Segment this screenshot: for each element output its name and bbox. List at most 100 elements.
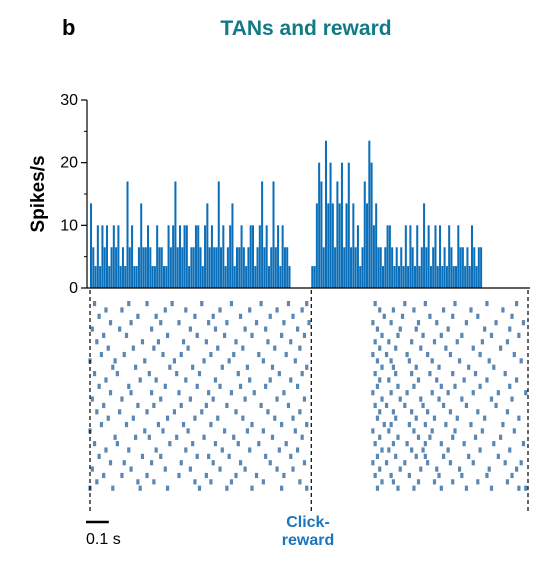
- histogram-bar: [418, 266, 421, 288]
- raster-spike: [115, 441, 119, 447]
- histogram-bar: [131, 225, 134, 288]
- y-tick-label: 10: [60, 217, 78, 234]
- raster-spike: [172, 409, 177, 415]
- raster-spike: [489, 396, 494, 402]
- raster-spike: [268, 313, 272, 319]
- histogram-bar: [425, 247, 428, 288]
- histogram-bar: [215, 247, 218, 288]
- raster-spike: [512, 428, 516, 434]
- raster-spike: [218, 307, 222, 313]
- raster-spike: [261, 358, 265, 364]
- y-tick-label: 20: [60, 155, 78, 172]
- raster-spike: [277, 447, 281, 453]
- histogram-bar: [427, 225, 430, 288]
- raster-spike: [302, 332, 307, 338]
- raster-spike: [403, 301, 407, 307]
- raster-spike: [380, 447, 384, 453]
- raster-spike: [380, 364, 384, 370]
- raster-spike: [464, 320, 469, 326]
- raster-spike: [102, 332, 106, 338]
- raster-spike: [154, 377, 158, 383]
- raster-spike: [485, 472, 489, 479]
- raster-spike: [268, 377, 272, 383]
- raster-spike: [179, 460, 183, 466]
- raster-spike: [163, 466, 167, 472]
- raster-spike: [505, 479, 510, 485]
- histogram-bar: [439, 225, 442, 288]
- raster-spike: [179, 402, 183, 409]
- raster-spike: [394, 371, 398, 377]
- histogram-bar: [281, 225, 284, 288]
- histogram-bar: [220, 247, 223, 288]
- raster-spike: [524, 390, 528, 396]
- raster-spike: [220, 364, 224, 370]
- raster-spike: [501, 307, 505, 313]
- raster-spike: [295, 326, 300, 332]
- raster-spike: [131, 415, 135, 421]
- histogram-bar: [477, 247, 480, 288]
- raster-spike: [453, 383, 457, 389]
- raster-spike: [421, 402, 425, 409]
- histogram-bar: [204, 225, 207, 288]
- raster-spike: [441, 453, 446, 459]
- raster-spike: [510, 472, 514, 479]
- raster-spike: [471, 390, 475, 396]
- histogram-bar: [445, 266, 448, 288]
- raster-spike: [476, 313, 480, 319]
- raster-spike: [435, 466, 439, 472]
- raster-spike: [476, 479, 480, 485]
- raster-spike: [268, 460, 272, 466]
- raster-spike: [222, 332, 227, 338]
- histogram-bar: [352, 203, 355, 288]
- histogram-bar: [375, 203, 378, 288]
- raster-spike: [284, 351, 288, 358]
- raster-spike: [127, 301, 131, 307]
- histogram-bar: [158, 247, 161, 288]
- histogram-bar: [226, 247, 229, 288]
- raster-spike: [243, 466, 247, 472]
- raster-spike: [138, 377, 142, 383]
- raster-spike: [159, 453, 163, 459]
- raster-spike: [273, 415, 277, 421]
- raster-spike: [161, 351, 165, 358]
- histogram-bar: [356, 225, 359, 288]
- raster-spike: [236, 371, 240, 377]
- raster-spike: [451, 371, 455, 377]
- raster-spike: [378, 377, 382, 383]
- histogram-bar: [397, 266, 400, 288]
- raster-spike: [302, 396, 307, 402]
- raster-spike: [451, 313, 455, 319]
- raster-spike: [216, 415, 220, 421]
- histogram-bar: [249, 225, 252, 288]
- raster-spike: [416, 479, 421, 485]
- raster-spike: [469, 421, 473, 428]
- raster-spike: [505, 409, 510, 415]
- raster-spike: [300, 371, 304, 377]
- histogram-bar: [92, 247, 95, 288]
- raster-spike: [295, 383, 300, 389]
- raster-spike: [181, 339, 186, 345]
- raster-spike: [428, 313, 432, 319]
- raster-spike: [175, 371, 179, 377]
- raster-spike: [371, 320, 375, 326]
- raster-spike: [455, 339, 459, 345]
- histogram-bar: [117, 225, 120, 288]
- raster-spike: [384, 402, 389, 409]
- histogram-bar: [393, 266, 396, 288]
- raster-spike: [410, 409, 414, 415]
- raster-spike: [407, 358, 411, 364]
- raster-spike: [410, 371, 414, 377]
- raster-spike: [177, 320, 181, 326]
- histogram-bar: [340, 162, 343, 288]
- raster-spike: [165, 332, 170, 338]
- histogram-bar: [160, 247, 163, 288]
- raster-spike: [232, 434, 236, 440]
- histogram-bar: [121, 247, 124, 288]
- histogram-bar: [270, 247, 273, 288]
- histogram-bar: [240, 225, 243, 288]
- raster-spike: [480, 339, 484, 345]
- raster-spike: [90, 466, 94, 472]
- raster-spike: [492, 441, 496, 447]
- histogram-bar: [213, 247, 216, 288]
- raster-spike: [108, 460, 113, 466]
